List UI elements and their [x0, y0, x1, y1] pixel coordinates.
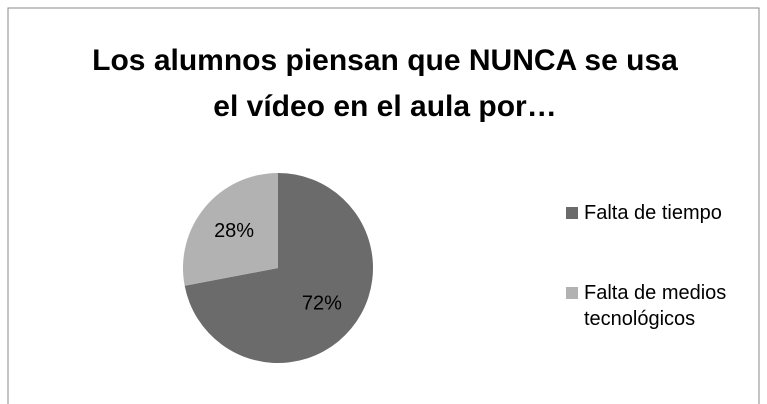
legend-label: Falta de tiempo [584, 202, 722, 224]
legend-label: Falta de medios tecnológicos [584, 282, 727, 330]
data-label: 72% [302, 293, 342, 315]
legend-swatch [566, 287, 578, 299]
pie-slice [183, 173, 278, 286]
legend-item: Falta de tiempo [566, 200, 744, 226]
legend-swatch [566, 207, 578, 219]
legend-item: Falta de medios tecnológicos [566, 280, 744, 332]
chart-frame [7, 7, 760, 404]
data-label: 28% [214, 220, 254, 242]
pie-slice [184, 173, 373, 363]
chart-title: Los alumnos piensan que NUNCA se usa el … [92, 44, 678, 123]
